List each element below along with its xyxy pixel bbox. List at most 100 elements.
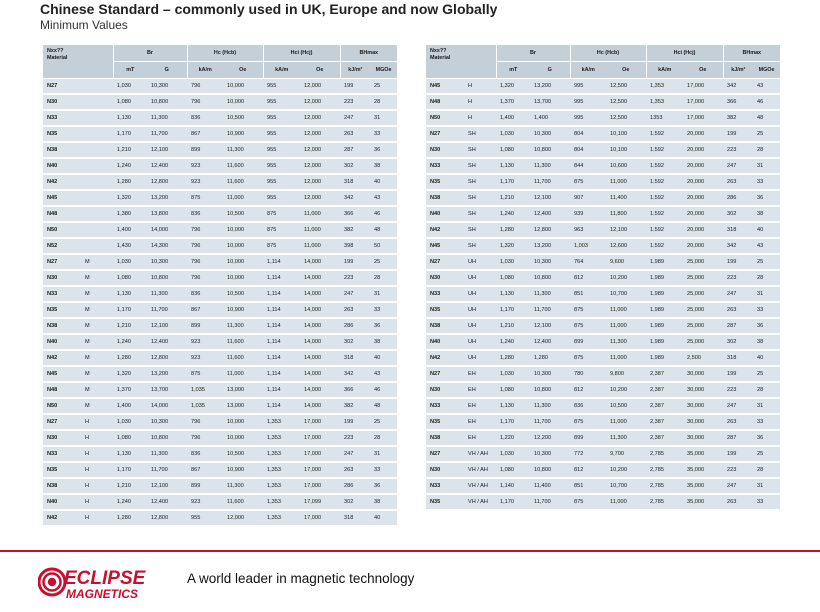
value-cell: 33 bbox=[753, 494, 781, 511]
table-row: N40 SH 1,240 12,400 939 11,800 1,592 20,000 302 3… bbox=[426, 206, 781, 223]
value-cell: 2,785 bbox=[646, 462, 684, 479]
value-cell: 1,989 bbox=[646, 286, 684, 303]
value-cell: 1,130 bbox=[496, 398, 530, 415]
value-cell: 11,700 bbox=[147, 302, 187, 319]
value-cell: 25,000 bbox=[683, 270, 724, 287]
grade-suffix-cell: H bbox=[81, 430, 113, 447]
value-cell: 1,080 bbox=[496, 382, 530, 399]
unit-kjm3: kJ/m³ bbox=[339, 61, 371, 79]
value-cell: 1,170 bbox=[496, 302, 530, 319]
value-cell: 955 bbox=[263, 190, 301, 207]
value-cell: 11,300 bbox=[530, 286, 570, 303]
value-cell: 33 bbox=[753, 414, 781, 431]
value-cell: 10,800 bbox=[147, 94, 187, 111]
table-row: N33 UH 1,130 11,300 851 10,700 1,989 25,000 247 3… bbox=[426, 286, 781, 303]
value-cell: 10,000 bbox=[223, 254, 264, 271]
grade-name-cell: N27 bbox=[426, 446, 464, 463]
value-cell: 25 bbox=[370, 414, 398, 431]
grade-suffix-cell: M bbox=[81, 350, 113, 367]
value-cell: 10,000 bbox=[223, 238, 264, 255]
value-cell: 796 bbox=[187, 238, 223, 255]
grade-suffix-cell: H bbox=[81, 462, 113, 479]
value-cell: 1,170 bbox=[496, 174, 530, 191]
grade-suffix-cell: UH bbox=[464, 350, 496, 367]
value-cell: 11,300 bbox=[147, 286, 187, 303]
value-cell: 2,785 bbox=[646, 494, 684, 511]
value-cell: 223 bbox=[723, 462, 754, 479]
value-cell: 955 bbox=[263, 158, 301, 175]
value-cell: 836 bbox=[570, 398, 606, 415]
value-cell: 30,000 bbox=[683, 414, 724, 431]
value-cell: 199 bbox=[340, 414, 371, 431]
value-cell: 223 bbox=[340, 270, 371, 287]
value-cell: 14,000 bbox=[300, 286, 341, 303]
value-cell: 12,400 bbox=[530, 206, 570, 223]
value-cell: 11,700 bbox=[530, 414, 570, 431]
value-cell: 1,400 bbox=[496, 110, 530, 127]
grade-suffix-cell: UH bbox=[464, 254, 496, 271]
table-row: N27 VH / AH 1,030 10,300 772 9,700 2,785 35,000… bbox=[426, 446, 781, 463]
hc-header: Hc (Hcb) bbox=[186, 45, 264, 62]
value-cell: 20,000 bbox=[683, 158, 724, 175]
value-cell: 43 bbox=[753, 78, 781, 95]
value-cell: 1,240 bbox=[496, 206, 530, 223]
value-cell: 923 bbox=[187, 334, 223, 351]
value-cell: 1,130 bbox=[496, 286, 530, 303]
value-cell: 12,400 bbox=[530, 334, 570, 351]
value-cell: 1,353 bbox=[263, 510, 301, 527]
value-cell: 1,989 bbox=[646, 302, 684, 319]
grade-name-cell: N40 bbox=[43, 158, 81, 175]
grade-suffix-cell bbox=[81, 94, 113, 111]
value-cell: 780 bbox=[570, 366, 606, 383]
value-cell: 1,989 bbox=[646, 318, 684, 335]
table-row: N45 SH 1,320 13,200 1,003 12,600 1,592 20,000 34… bbox=[426, 238, 781, 255]
grade-suffix-cell: M bbox=[81, 334, 113, 351]
value-cell: 48 bbox=[370, 222, 398, 239]
grade-name-cell: N50 bbox=[426, 110, 464, 127]
value-cell: 12,800 bbox=[147, 510, 187, 527]
value-cell: 36 bbox=[370, 318, 398, 335]
value-cell: 35,000 bbox=[683, 478, 724, 495]
value-cell: 11,300 bbox=[147, 446, 187, 463]
value-cell: 10,000 bbox=[223, 94, 264, 111]
table-row: N48 H 1,370 13,700 995 12,500 1,353 17,000 366 46 bbox=[426, 94, 781, 111]
value-cell: 10,000 bbox=[223, 270, 264, 287]
value-cell: 12,000 bbox=[300, 94, 341, 111]
value-cell: 20,000 bbox=[683, 174, 724, 191]
value-cell: 1,080 bbox=[496, 270, 530, 287]
value-cell: 25 bbox=[753, 126, 781, 143]
value-cell: 10,900 bbox=[223, 462, 264, 479]
value-cell: 11,600 bbox=[223, 158, 264, 175]
page-subtitle: Minimum Values bbox=[40, 18, 128, 32]
value-cell: 10,200 bbox=[606, 462, 647, 479]
value-cell: 43 bbox=[753, 238, 781, 255]
value-cell: 302 bbox=[340, 334, 371, 351]
value-cell: 17,000 bbox=[300, 510, 341, 527]
value-cell: 10,300 bbox=[530, 254, 570, 271]
value-cell: 1,210 bbox=[496, 318, 530, 335]
unit-mt: mT bbox=[112, 61, 147, 79]
table-row: N40 1,240 12,400 923 11,600 955 12,000 302 38 bbox=[43, 158, 398, 175]
grade-name-cell: N30 bbox=[426, 382, 464, 399]
value-cell: 11,300 bbox=[223, 318, 264, 335]
grade-name-cell: N35 bbox=[43, 302, 81, 319]
value-cell: 1,353 bbox=[263, 430, 301, 447]
value-cell: 1,030 bbox=[113, 414, 147, 431]
value-cell: 1,114 bbox=[263, 318, 301, 335]
bhmax-header: BHmax bbox=[722, 45, 781, 62]
grade-suffix-cell: M bbox=[81, 302, 113, 319]
value-cell: 12,800 bbox=[147, 174, 187, 191]
value-cell: 25 bbox=[753, 446, 781, 463]
value-cell: 17,099 bbox=[300, 494, 341, 511]
value-cell: 40 bbox=[370, 350, 398, 367]
unit-mgoe: MGOe bbox=[753, 61, 781, 79]
value-cell: 36 bbox=[753, 318, 781, 335]
value-cell: 12,100 bbox=[530, 190, 570, 207]
grade-suffix-cell bbox=[81, 174, 113, 191]
unit-kam: kA/m bbox=[645, 61, 684, 79]
grade-suffix-cell: EH bbox=[464, 366, 496, 383]
value-cell: 11,300 bbox=[530, 158, 570, 175]
value-cell: 14,000 bbox=[300, 302, 341, 319]
value-cell: 10,500 bbox=[606, 398, 647, 415]
table-row: N30 M 1,080 10,800 796 10,000 1,114 14,000 223 28 bbox=[43, 270, 398, 287]
